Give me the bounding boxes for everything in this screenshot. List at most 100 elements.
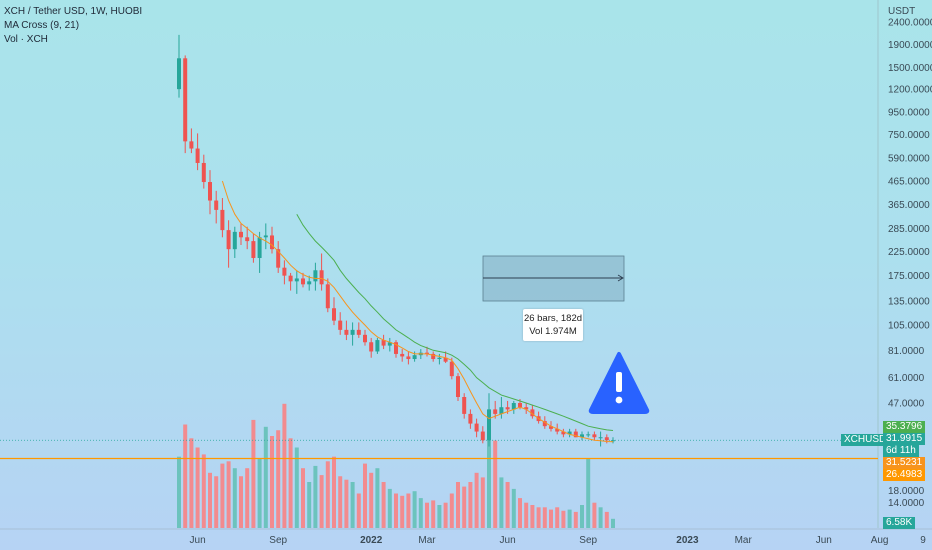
candle-body: [499, 407, 504, 414]
candle-body: [288, 275, 293, 282]
axis-currency: USDT: [888, 6, 915, 17]
measure-volume: Vol 1.974M: [529, 326, 577, 337]
volume-bar: [332, 456, 336, 528]
volume-bar: [418, 498, 423, 528]
x-tick-label: Jun: [190, 535, 206, 546]
y-tick-label: 81.0000: [888, 346, 925, 357]
volume-bar: [214, 476, 219, 528]
volume-bar: [325, 461, 330, 528]
ma-fast-tag: 31.5231: [883, 457, 926, 469]
volume-bar: [449, 493, 454, 528]
volume-bar: [245, 468, 250, 528]
candle-body: [319, 270, 324, 285]
volume-bar: [177, 456, 181, 528]
candle-body: [226, 230, 231, 250]
volume-bar: [573, 511, 578, 528]
candle-body: [301, 278, 305, 285]
x-tick-label: Aug: [871, 535, 889, 546]
candle-body: [276, 249, 281, 268]
volume-bar: [474, 472, 479, 528]
y-tick-label: 1500.0000: [888, 63, 932, 74]
volume-tick-label: 14.0000: [888, 498, 925, 509]
x-tick-label: Sep: [579, 535, 597, 546]
volume-bar: [480, 477, 485, 528]
x-tick-label: 2022: [360, 535, 383, 546]
volume-bar: [338, 476, 343, 528]
legend-volume[interactable]: Vol · XCH: [4, 34, 48, 45]
volume-bar: [356, 493, 361, 528]
volume-bar: [313, 465, 318, 528]
candle-body: [381, 340, 386, 346]
candle-body: [232, 231, 237, 250]
candle-body: [220, 209, 225, 231]
candle-body: [598, 437, 603, 439]
candle-body: [214, 200, 219, 210]
volume-bar: [518, 498, 522, 528]
volume-bar: [344, 479, 349, 528]
volume-bar: [555, 507, 560, 528]
volume-bar: [195, 447, 200, 528]
candle-body: [580, 434, 584, 438]
candle-body: [542, 421, 547, 427]
y-tick-label: 1200.0000: [888, 85, 932, 96]
volume-bar: [276, 430, 281, 528]
volume-bar: [232, 468, 237, 528]
candle-body: [561, 431, 566, 435]
candle-body: [511, 403, 516, 410]
volume-bar: [319, 475, 324, 528]
volume-bar: [580, 505, 584, 528]
volume-bar: [412, 491, 417, 528]
candle-body: [350, 329, 355, 335]
volume-bar: [592, 502, 597, 528]
volume-bar: [530, 505, 535, 528]
volume-bar: [604, 511, 609, 528]
y-tick-label: 105.0000: [888, 321, 930, 332]
volume-bar: [524, 502, 529, 528]
ma-slow-line: [296, 213, 614, 431]
candle-body: [412, 355, 417, 360]
volume-bar: [288, 438, 293, 528]
volume-bar: [611, 518, 615, 528]
volume-bar: [499, 477, 504, 528]
candle-body: [201, 162, 206, 183]
candle-body: [524, 407, 529, 410]
volume-bar: [437, 505, 442, 528]
candle-body: [325, 284, 330, 309]
candle-body: [239, 231, 243, 238]
last-price-tag: 31.9915: [883, 433, 926, 445]
candle-body: [425, 352, 429, 354]
y-tick-label: 285.0000: [888, 224, 930, 235]
volume-bar: [549, 509, 553, 528]
candle-body: [270, 235, 274, 250]
candle-body: [505, 407, 510, 410]
x-tick-label: Jun: [816, 535, 832, 546]
candle-body: [369, 342, 374, 352]
x-tick-label: Jun: [500, 535, 516, 546]
candle-body: [573, 431, 578, 438]
volume-bar: [301, 468, 305, 528]
candle-body: [493, 409, 498, 414]
candle-body: [245, 237, 250, 242]
candle-body: [294, 278, 299, 282]
y-tick-label: 61.0000: [888, 373, 925, 384]
y-tick-label: 1900.0000: [888, 40, 932, 51]
volume-bar: [251, 419, 256, 528]
candle-body: [443, 357, 448, 362]
candle-body: [468, 413, 473, 424]
candle-body: [611, 440, 615, 442]
x-tick-label: 9: [920, 535, 926, 546]
volume-tick-label: 18.0000: [888, 486, 925, 497]
volume-bar: [263, 426, 268, 528]
y-tick-label: 590.0000: [888, 153, 930, 164]
candle-body: [183, 58, 188, 142]
candle-body: [530, 409, 535, 417]
legend-ma-cross[interactable]: MA Cross (9, 21): [4, 20, 80, 31]
volume-bar: [586, 459, 591, 528]
legend-symbol[interactable]: XCH / Tether USD, 1W, HUOBI: [4, 6, 143, 17]
volume-bar: [387, 488, 392, 528]
candle-body: [449, 361, 454, 377]
candle-body: [195, 148, 200, 163]
volume-bar: [183, 424, 188, 528]
measure-tooltip: 26 bars, 182d Vol 1.974M: [523, 309, 583, 341]
